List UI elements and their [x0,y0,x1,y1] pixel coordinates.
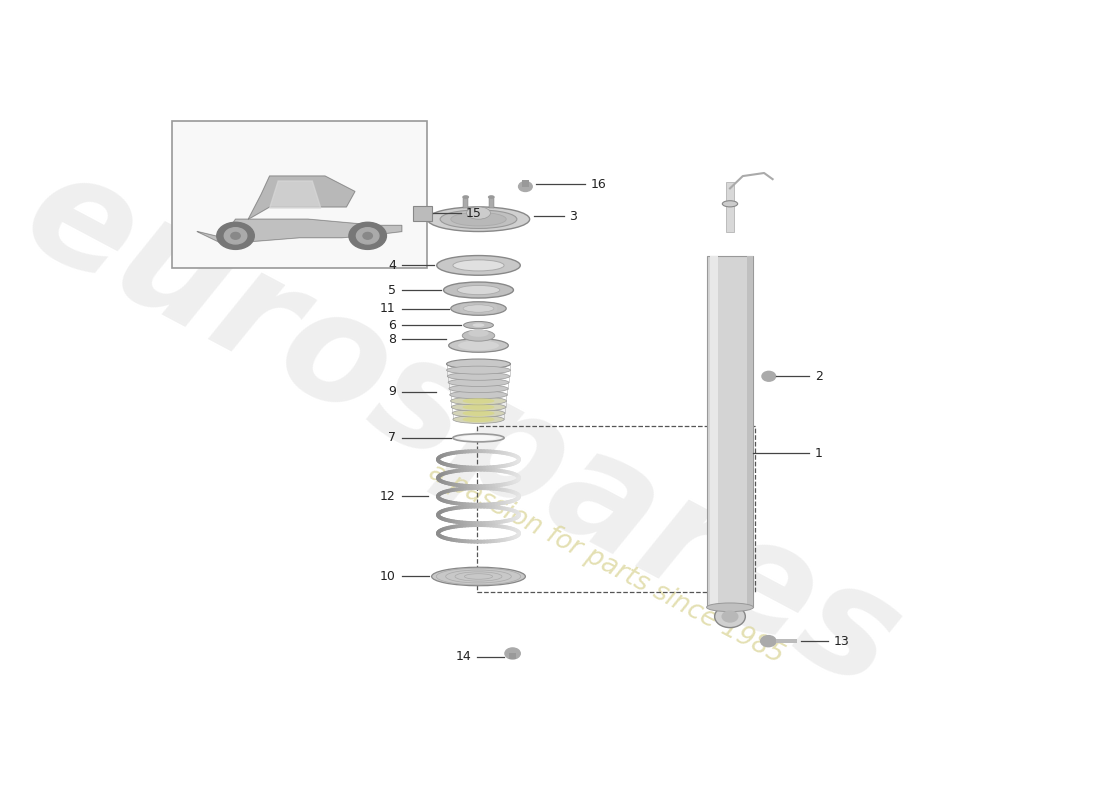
Text: 6: 6 [388,318,396,332]
Ellipse shape [487,303,497,314]
Text: 2: 2 [815,370,823,382]
Ellipse shape [453,434,504,442]
Ellipse shape [706,603,754,611]
Text: eurospares: eurospares [0,136,923,721]
Text: 9: 9 [388,385,396,398]
Circle shape [363,233,373,239]
Bar [509,654,516,659]
Ellipse shape [447,359,510,369]
Ellipse shape [449,385,508,393]
Ellipse shape [462,330,495,341]
Ellipse shape [481,303,491,314]
Ellipse shape [460,303,470,314]
Ellipse shape [473,323,484,327]
Text: 12: 12 [381,490,396,503]
Circle shape [349,222,386,250]
Text: 14: 14 [455,650,472,663]
Circle shape [217,222,254,250]
Bar [488,197,494,208]
Ellipse shape [461,435,496,440]
Bar [476,426,755,592]
Ellipse shape [462,417,495,422]
Bar [463,197,469,208]
Ellipse shape [451,397,506,405]
Polygon shape [270,181,321,208]
Ellipse shape [451,302,506,315]
Ellipse shape [453,415,504,423]
Polygon shape [197,219,402,244]
Ellipse shape [443,282,514,298]
Circle shape [356,228,378,244]
Ellipse shape [723,201,738,207]
Circle shape [762,371,776,382]
Ellipse shape [458,341,499,350]
Ellipse shape [469,330,488,337]
Bar [412,206,431,221]
Ellipse shape [463,305,494,312]
Text: 15: 15 [465,206,482,219]
Ellipse shape [466,207,491,219]
Ellipse shape [427,207,530,231]
Bar [522,180,529,186]
Bar [748,256,752,607]
Ellipse shape [473,303,484,314]
Bar [172,121,427,269]
Text: 16: 16 [591,178,607,190]
Ellipse shape [448,378,509,386]
Text: 10: 10 [379,570,396,583]
Ellipse shape [448,372,509,380]
Circle shape [231,233,240,239]
Ellipse shape [462,410,495,416]
Ellipse shape [447,366,510,374]
Circle shape [505,648,520,659]
Ellipse shape [451,403,506,411]
Text: 11: 11 [381,302,396,315]
Text: 4: 4 [388,259,396,272]
Circle shape [224,228,246,244]
Ellipse shape [431,567,526,586]
Text: a passion for parts since 1985: a passion for parts since 1985 [425,459,789,669]
Ellipse shape [462,398,495,404]
Circle shape [761,636,776,646]
Ellipse shape [449,338,508,352]
Text: 13: 13 [834,634,849,648]
Circle shape [722,610,738,622]
Text: 7: 7 [388,431,396,444]
Ellipse shape [466,303,476,314]
Ellipse shape [462,195,469,199]
Text: 3: 3 [569,210,576,222]
Bar [710,256,718,607]
Ellipse shape [452,410,505,418]
Ellipse shape [488,195,495,199]
Bar [706,256,754,607]
Bar [776,639,798,643]
Ellipse shape [453,260,504,271]
Circle shape [518,182,532,191]
Bar [726,182,734,231]
Ellipse shape [451,213,506,226]
Circle shape [715,606,746,628]
Ellipse shape [440,210,517,229]
Polygon shape [249,176,355,219]
Text: 5: 5 [388,283,396,297]
Ellipse shape [458,286,499,294]
Text: 1: 1 [815,446,823,460]
Ellipse shape [437,255,520,275]
Ellipse shape [450,390,507,398]
Ellipse shape [462,404,495,410]
Ellipse shape [463,322,494,329]
Text: 8: 8 [388,333,396,346]
